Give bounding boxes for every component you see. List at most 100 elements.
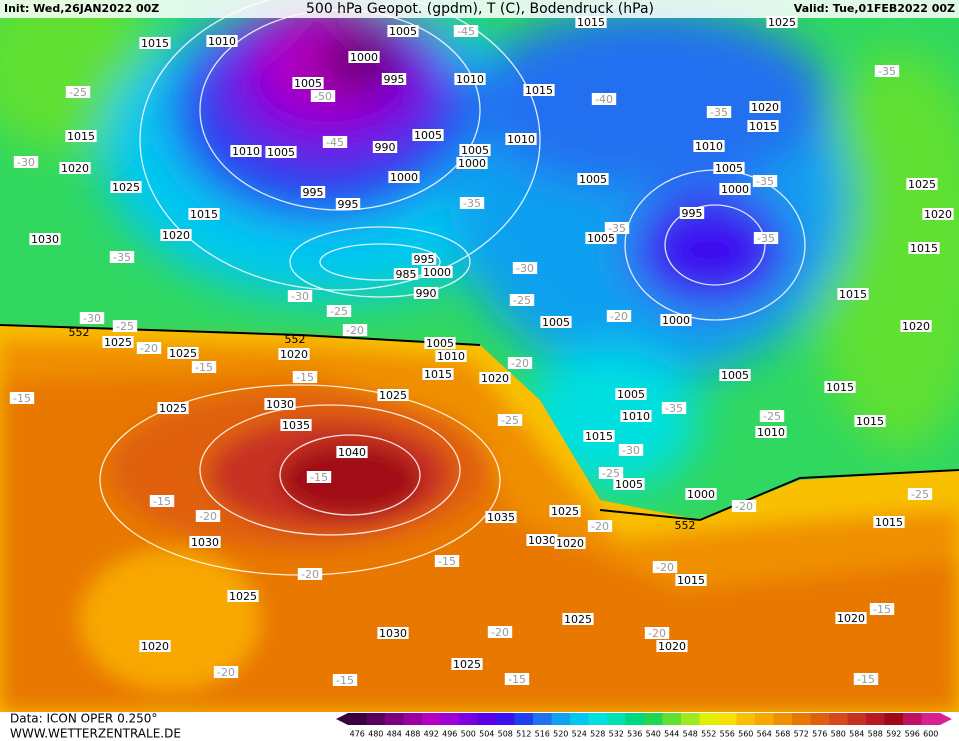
pressure-label: 1000: [662, 314, 690, 327]
pressure-label-box: [526, 534, 558, 546]
temperature-label-box: [869, 603, 895, 615]
pressure-label: 1025: [768, 16, 796, 29]
temperature-label: -45: [326, 136, 344, 149]
pressure-label: 1000: [721, 183, 749, 196]
pressure-label-box: [908, 242, 940, 254]
scale-arrow: [336, 713, 348, 725]
temperature-label: -25: [763, 410, 781, 423]
pressure-label: 1005: [542, 316, 570, 329]
temperature-label-box: [342, 324, 368, 336]
temperature-label-box: [487, 626, 513, 638]
pressure-label-box: [336, 446, 368, 458]
pressure-label-box: [454, 73, 486, 85]
pressure-label: 1030: [191, 536, 219, 549]
scale-swatch: [348, 713, 367, 725]
pressure-label: 1005: [461, 144, 489, 157]
temperature-label: -15: [13, 392, 31, 405]
temperature-label: -20: [656, 561, 674, 574]
scale-swatch: [440, 713, 460, 725]
pressure-label-box: [451, 658, 483, 670]
pressure-label: 1025: [379, 389, 407, 402]
pressure-label: 995: [384, 73, 405, 86]
pressure-label: 1025: [104, 336, 132, 349]
pressure-label: 1020: [141, 640, 169, 653]
pressure-label: 995: [338, 198, 359, 211]
scale-label: 492: [424, 730, 439, 739]
scale-label: 524: [572, 730, 587, 739]
pressure-label: 995: [303, 186, 324, 199]
pressure-label: 1020: [280, 348, 308, 361]
temperature-label-box: [644, 627, 670, 639]
pressure-label: 1030: [31, 233, 59, 246]
pressure-label-box: [693, 140, 725, 152]
scale-label: 520: [553, 730, 568, 739]
temperature-label: -45: [457, 25, 475, 38]
pressure-label: 1005: [426, 337, 454, 350]
pressure-label-box: [713, 162, 745, 174]
pressure-label: 1010: [437, 350, 465, 363]
temperature-label: -15: [438, 555, 456, 568]
pressure-label: 1005: [389, 25, 417, 38]
valid-time: Valid: Tue,01FEB2022 00Z: [794, 2, 955, 15]
contour-label: 552: [69, 326, 90, 339]
temperature-label-box: [453, 25, 479, 37]
temperature-label-box: [606, 310, 632, 322]
pressure-label-box: [900, 320, 932, 332]
pressure-label: 1000: [350, 51, 378, 64]
scale-swatch: [866, 713, 885, 725]
pressure-label: 1000: [423, 266, 451, 279]
pressure-label-box: [139, 37, 171, 49]
temperature-label: -40: [595, 93, 613, 106]
pressure-label-box: [660, 314, 692, 326]
pressure-label-box: [824, 381, 856, 393]
pressure-label-box: [755, 426, 787, 438]
scale-swatch: [366, 713, 386, 725]
pressure-label-box: [421, 266, 453, 278]
pressure-label-box: [300, 186, 326, 198]
pressure-label: 1025: [453, 658, 481, 671]
scale-label: 512: [516, 730, 531, 739]
map-title: 500 hPa Geopot. (gpdm), T (C), Bodendruc…: [306, 1, 654, 17]
pressure-label: 1015: [141, 37, 169, 50]
temperature-label-box: [149, 495, 175, 507]
pressure-label: 1015: [585, 430, 613, 443]
scale-swatch: [662, 713, 682, 725]
pressure-label-box: [835, 612, 867, 624]
scale-swatch: [773, 713, 793, 725]
temperature-label: -20: [648, 627, 666, 640]
pressure-label: 1015: [839, 288, 867, 301]
temperature-label: -25: [911, 488, 929, 501]
pressure-label-box: [206, 35, 238, 47]
temperature-label: -35: [710, 106, 728, 119]
scale-swatch: [644, 713, 663, 725]
temperature-label-box: [292, 371, 318, 383]
temperature-label-box: [136, 342, 162, 354]
temperature-label: -35: [463, 197, 481, 210]
temperature-label-box: [109, 251, 135, 263]
temperature-label: -30: [622, 444, 640, 457]
scale-swatch: [681, 713, 700, 725]
scale-swatch: [607, 713, 626, 725]
scale-label: 532: [609, 730, 624, 739]
temperature-label-box: [306, 471, 332, 483]
pressure-label-box: [411, 253, 437, 265]
pressure-label: 1010: [208, 35, 236, 48]
temperature-label: -35: [113, 251, 131, 264]
scale-swatch: [829, 713, 848, 725]
pressure-label: 1005: [617, 388, 645, 401]
pressure-label-box: [335, 198, 361, 210]
pressure-label-box: [906, 178, 938, 190]
pressure-label-box: [278, 348, 310, 360]
temperature-label: -30: [516, 262, 534, 275]
temperature-label: -35: [756, 175, 774, 188]
pressure-label-box: [747, 120, 779, 132]
scale-label: 548: [683, 730, 698, 739]
temperature-label: -15: [310, 471, 328, 484]
scale-label: 600: [923, 730, 938, 739]
pressure-label: 1015: [67, 130, 95, 143]
pressure-label: 1010: [757, 426, 785, 439]
pressure-label: 1025: [551, 505, 579, 518]
pressure-label: 985: [396, 268, 417, 281]
pressure-label-box: [422, 368, 454, 380]
pressure-label: 1025: [908, 178, 936, 191]
